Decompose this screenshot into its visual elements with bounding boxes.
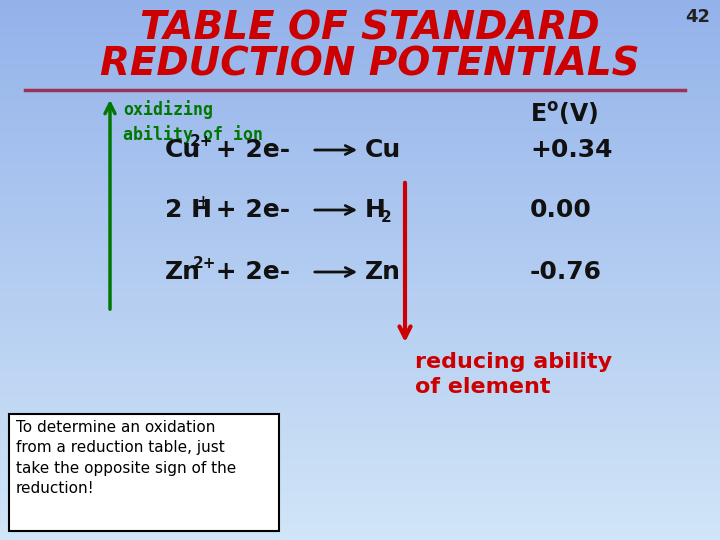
Text: 2: 2 — [381, 211, 392, 226]
Text: -0.76: -0.76 — [530, 260, 602, 284]
Text: 42: 42 — [685, 8, 710, 26]
Text: +: + — [196, 193, 209, 208]
Text: $\mathbf{E^o}$$\mathbf{ (V)}$: $\mathbf{E^o}$$\mathbf{ (V)}$ — [530, 100, 598, 127]
Text: +0.34: +0.34 — [530, 138, 613, 162]
Text: oxidizing
ability of ion: oxidizing ability of ion — [123, 100, 263, 144]
Text: 2+: 2+ — [193, 255, 217, 271]
Text: 0.00: 0.00 — [530, 198, 592, 222]
Text: Zn: Zn — [365, 260, 401, 284]
Text: TABLE OF STANDARD: TABLE OF STANDARD — [140, 10, 600, 48]
Text: Zn: Zn — [165, 260, 201, 284]
Text: 2 H: 2 H — [165, 198, 212, 222]
FancyBboxPatch shape — [9, 414, 279, 531]
Text: H: H — [365, 198, 386, 222]
Text: 2+: 2+ — [190, 133, 214, 148]
Text: Cu: Cu — [165, 138, 202, 162]
Text: Cu: Cu — [365, 138, 401, 162]
Text: To determine an oxidation
from a reduction table, just
take the opposite sign of: To determine an oxidation from a reducti… — [16, 420, 236, 496]
Text: + 2e-: + 2e- — [207, 198, 290, 222]
Text: REDUCTION POTENTIALS: REDUCTION POTENTIALS — [100, 46, 640, 84]
Text: + 2e-: + 2e- — [207, 138, 290, 162]
Text: reducing ability
of element: reducing ability of element — [415, 352, 612, 397]
Text: + 2e-: + 2e- — [207, 260, 290, 284]
